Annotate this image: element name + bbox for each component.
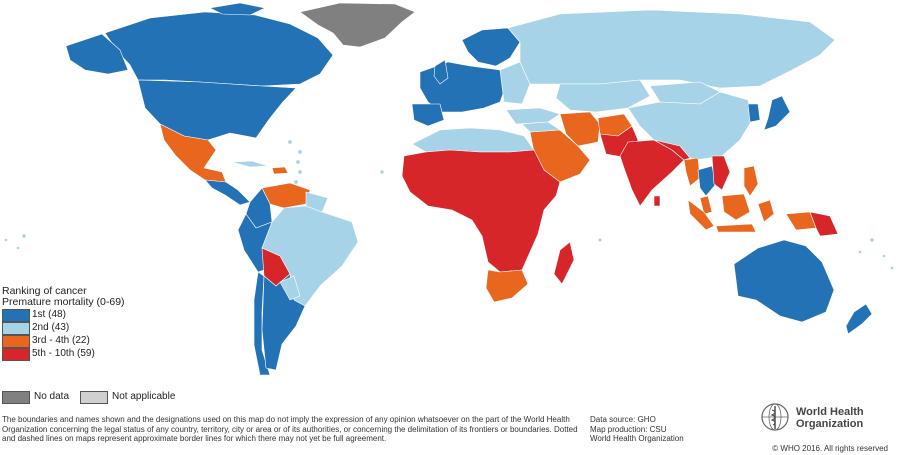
legend-swatch-no-data xyxy=(2,391,30,404)
island-pacific-1 xyxy=(4,238,8,242)
legend-label-not-applicable: Not applicable xyxy=(112,391,176,402)
philippines xyxy=(743,165,759,197)
myanmar xyxy=(683,157,701,187)
island-pacific-2 xyxy=(16,246,20,250)
scandinavia xyxy=(461,27,521,67)
island-hawaii xyxy=(21,233,27,239)
new-zealand xyxy=(845,303,873,335)
legend-swatch-1st xyxy=(2,309,30,322)
paraguay xyxy=(279,275,301,301)
canada xyxy=(104,11,334,87)
island-caribbean-1 xyxy=(297,149,303,155)
legend-item-1st: 1st (48) xyxy=(2,308,125,322)
legend-title: Ranking of cancer xyxy=(2,285,87,297)
legend-label-2nd: 2nd (43) xyxy=(32,322,70,333)
who-emblem-icon xyxy=(761,403,789,431)
legend-label-5th-10th: 5th - 10th (59) xyxy=(32,348,95,359)
hispaniola xyxy=(271,166,289,175)
copyright: © WHO 2016. All rights reserved xyxy=(772,444,888,453)
australia xyxy=(733,239,835,323)
southern-africa xyxy=(485,269,529,303)
island-pacific-4 xyxy=(858,250,862,254)
arctic-islands xyxy=(209,2,266,16)
island-atlantic-1 xyxy=(379,169,385,175)
cuba xyxy=(231,160,269,168)
source-info: Data source: GHO Map production: CSU Wor… xyxy=(590,415,684,444)
mexico xyxy=(159,123,227,183)
legend-subtitle: Premature mortality (0-69) xyxy=(2,296,125,308)
indochina xyxy=(711,155,731,191)
data-source: Data source: GHO xyxy=(590,415,656,424)
legend-swatch-not-applicable xyxy=(80,391,108,404)
who-logo-line2: Organization xyxy=(796,418,864,430)
north-africa xyxy=(411,127,535,153)
island-caribbean-2 xyxy=(295,159,301,165)
island-caribbean-5 xyxy=(287,139,293,145)
java xyxy=(715,223,757,233)
map-legend: Ranking of cancer Premature mortality (0… xyxy=(2,285,125,361)
legend-item-3rd-4th: 3rd - 4th (22) xyxy=(2,334,125,348)
legend-label-1st: 1st (48) xyxy=(32,309,66,320)
nepal-bangladesh xyxy=(653,139,691,161)
island-caribbean-4 xyxy=(293,179,299,185)
island-pacific-6 xyxy=(890,266,894,270)
legend-swatch-5th-10th xyxy=(2,348,30,361)
argentina xyxy=(261,273,306,371)
legend-label-no-data: No data xyxy=(34,391,70,402)
uk xyxy=(433,59,449,85)
island-indian-1 xyxy=(597,237,603,243)
greenland xyxy=(299,2,416,48)
map-disclaimer: The boundaries and names shown and the d… xyxy=(2,415,578,443)
legend-item-5th-10th: 5th - 10th (59) xyxy=(2,347,125,361)
who-logo-text: World Health Organization xyxy=(796,406,864,430)
levant xyxy=(521,121,561,133)
sri-lanka xyxy=(653,195,661,207)
thailand xyxy=(697,165,717,197)
organization-name: World Health Organization xyxy=(590,434,684,443)
central-america xyxy=(204,179,251,206)
who-logo-line1: World Health xyxy=(796,406,864,418)
alaska xyxy=(65,33,129,75)
turkey xyxy=(505,107,561,125)
island-pacific-5 xyxy=(882,254,886,258)
who-logo: World Health Organization xyxy=(760,400,900,440)
madagascar xyxy=(553,241,575,285)
iberia xyxy=(411,103,445,127)
russia xyxy=(507,9,836,89)
korea xyxy=(747,103,761,123)
sulawesi xyxy=(757,199,775,223)
malaysia xyxy=(699,195,713,215)
eastern-europe xyxy=(499,61,531,105)
map-production: Map production: CSU xyxy=(590,424,667,434)
island-pacific-3 xyxy=(869,237,875,243)
legend-label-3rd-4th: 3rd - 4th (22) xyxy=(32,335,90,346)
sumatra xyxy=(687,199,715,231)
sub-saharan-africa xyxy=(401,149,561,273)
japan xyxy=(763,95,791,131)
papua-new-guinea xyxy=(809,211,839,237)
iran xyxy=(559,111,601,147)
legend-swatch-2nd xyxy=(2,322,30,335)
legend-swatch-3rd-4th xyxy=(2,335,30,348)
borneo xyxy=(721,193,751,221)
island-caribbean-3 xyxy=(297,169,303,175)
legend-item-2nd: 2nd (43) xyxy=(2,321,125,335)
